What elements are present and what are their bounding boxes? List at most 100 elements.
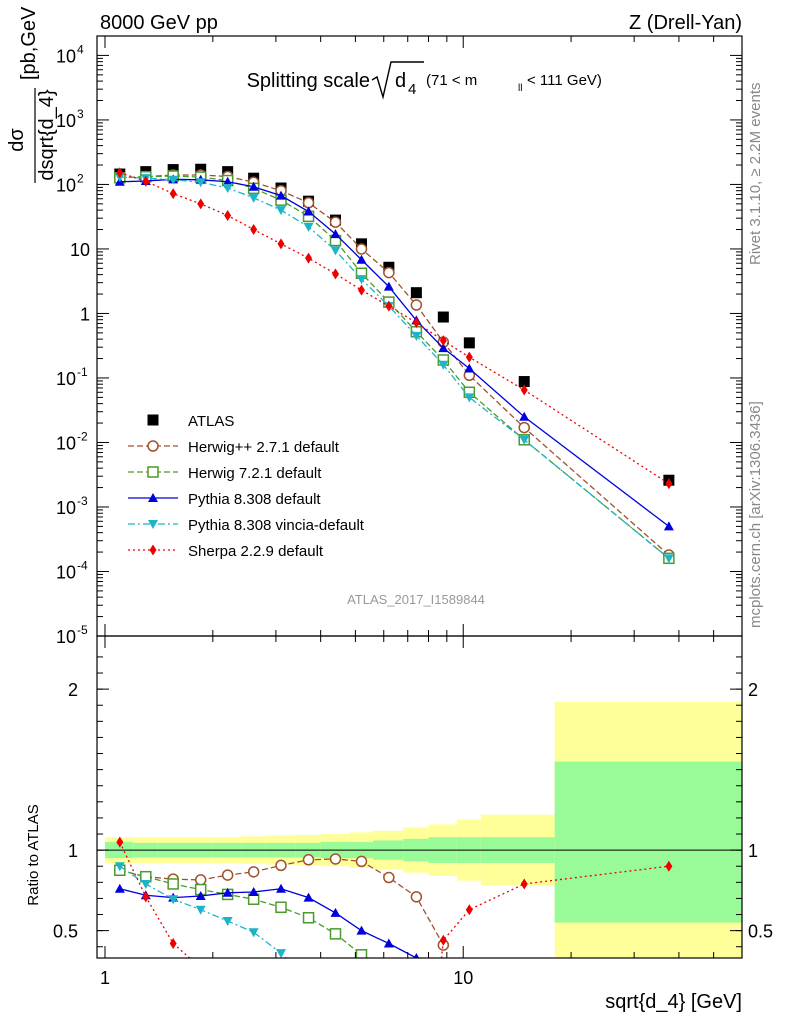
data-point: [195, 178, 206, 188]
y-tick-label-exp: -3: [77, 494, 88, 508]
legend-label: ATLAS: [188, 413, 234, 430]
data-point: [148, 520, 158, 529]
data-point: [247, 866, 260, 878]
legend-entry: Pythia 8.308 vincia-default: [128, 517, 365, 534]
data-point: [357, 284, 365, 296]
data-point: [383, 871, 395, 884]
ratio-y-tick-label: 0.5: [53, 922, 78, 942]
data-point: [303, 206, 314, 216]
data-point: [465, 351, 473, 363]
data-point: [356, 254, 367, 264]
process-label: Z (Drell-Yan): [629, 12, 742, 34]
ratio-y-tick-label: 1: [68, 841, 78, 861]
ratio-y-tick-label: 2: [748, 680, 758, 700]
data-point: [383, 938, 394, 948]
plot-title-main: Splitting scale: [247, 70, 370, 92]
data-point: [356, 925, 367, 935]
x-axis-label: sqrt{d_4} [GeV]: [605, 991, 742, 1013]
data-point: [303, 222, 314, 232]
y-tick-label-exp: -1: [77, 365, 88, 379]
data-point: [331, 268, 339, 280]
ratio-plot-panel: 1 10 0.5 0.5 1 1 2 2: [53, 36, 773, 988]
data-point: [439, 934, 447, 946]
main-series-0: [114, 163, 675, 486]
data-point: [221, 869, 234, 881]
data-point: [329, 216, 342, 228]
data-point: [147, 414, 159, 426]
data-point: [222, 176, 233, 186]
y-tick-label: 10: [56, 111, 76, 131]
data-point: [195, 891, 206, 901]
y-tick-label-exp: -5: [77, 623, 88, 637]
main-series-5: [116, 167, 673, 490]
data-point: [197, 962, 204, 973]
data-point: [413, 953, 420, 958]
data-point: [195, 905, 206, 915]
data-point: [114, 862, 125, 872]
data-point: [330, 246, 341, 256]
data-point: [438, 343, 449, 353]
data-point: [168, 175, 179, 185]
data-point: [167, 878, 179, 890]
ratio-series-line: [119, 869, 362, 956]
main-series-4: [114, 173, 674, 564]
ratio-series-group: [114, 836, 673, 984]
data-point: [304, 975, 314, 984]
ratio-series-line: [119, 841, 191, 958]
ratio-series-line: [119, 888, 417, 958]
data-point: [329, 853, 342, 865]
data-point: [149, 544, 157, 556]
legend-label: Pythia 8.308 default: [188, 491, 321, 508]
ratio-y-tick-label: 2: [68, 680, 78, 700]
data-point: [465, 904, 473, 916]
plot-title-cut: (71 < m: [426, 72, 477, 89]
data-point: [147, 440, 159, 452]
y-tick-label: 10: [56, 175, 76, 195]
data-point: [665, 478, 673, 490]
data-point: [663, 521, 674, 531]
y-tick-label: 10: [56, 433, 76, 453]
data-point: [148, 493, 158, 502]
data-point: [329, 928, 342, 940]
data-point: [411, 331, 422, 341]
data-point: [464, 393, 475, 403]
data-point: [383, 266, 395, 279]
data-point: [169, 938, 177, 950]
legend-label: Sherpa 2.2.9 default: [188, 543, 324, 560]
data-point: [356, 275, 367, 285]
y-tick-label: 1: [80, 304, 90, 324]
data-point: [518, 421, 530, 434]
data-point: [276, 206, 287, 216]
data-point: [330, 229, 341, 239]
data-point: [277, 238, 285, 250]
data-point: [464, 363, 475, 373]
series-line: [119, 175, 670, 559]
data-point: [142, 175, 150, 187]
data-point: [355, 855, 368, 868]
data-point: [305, 252, 313, 264]
band-inner-bin: [554, 761, 742, 923]
data-point: [197, 198, 205, 210]
data-point: [147, 466, 159, 478]
y-tick-label: 10: [56, 369, 76, 389]
sqrt-symbol: [371, 61, 424, 100]
data-point: [276, 883, 287, 893]
ratio-series-3: [114, 862, 314, 984]
y-tick-label-exp: 4: [77, 42, 84, 56]
data-point: [116, 836, 124, 848]
ratio-series-1: [114, 864, 368, 958]
legend-entry: Sherpa 2.2.9 default: [128, 543, 324, 560]
data-point: [303, 892, 314, 902]
data-point: [168, 895, 179, 905]
x-tick-label: 1: [100, 968, 110, 988]
data-point: [410, 891, 423, 903]
data-point: [248, 181, 259, 191]
y-tick-label: 10: [56, 627, 76, 647]
data-point: [222, 184, 233, 194]
legend-entry: Herwig++ 2.7.1 default: [128, 439, 340, 456]
mcplots-label: mcplots.cern.ch [arXiv:1306.3436]: [747, 401, 764, 628]
data-point: [195, 163, 207, 175]
plot-title-cut-end: < 111 GeV): [527, 72, 602, 89]
